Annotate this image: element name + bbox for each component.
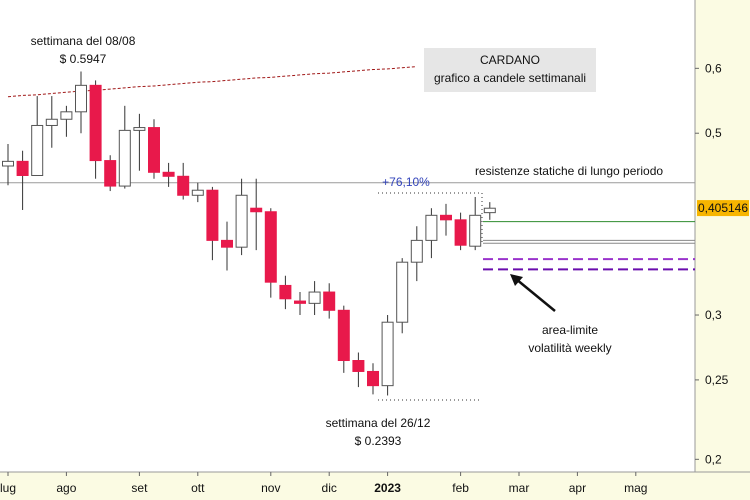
candle-body <box>191 189 204 196</box>
candle-body <box>148 127 160 173</box>
annotation: settimana del 08/08 <box>31 34 136 48</box>
y-tick-label: 0,25 <box>705 373 729 387</box>
candle-body <box>2 160 14 167</box>
annotation: $ 0.2393 <box>355 434 402 448</box>
x-tick-label: nov <box>261 481 280 495</box>
candle-body <box>469 214 482 247</box>
x-tick-label: mar <box>509 481 530 495</box>
candle-body <box>483 207 496 214</box>
candle-body <box>206 189 219 241</box>
annotation: +76,10% <box>382 175 430 189</box>
candle-body <box>264 211 277 283</box>
x-tick-label: lug <box>0 481 16 495</box>
candle-body <box>308 291 321 304</box>
price-tag <box>697 200 749 217</box>
candle-body <box>410 239 423 263</box>
moving-average <box>7 66 417 98</box>
legend-box <box>424 48 596 92</box>
candle-body <box>104 160 117 187</box>
candle-body <box>60 111 73 120</box>
y-tick-label: 0,3 <box>705 308 722 322</box>
x-tick-label: apr <box>569 481 586 495</box>
annotation: settimana del 26/12 <box>326 416 431 430</box>
x-tick-label: ott <box>191 481 205 495</box>
candle-body <box>352 360 365 372</box>
x-tick-label: feb <box>452 481 469 495</box>
x-tick-label: ago <box>56 481 76 495</box>
candle-body <box>454 219 467 246</box>
candle-body <box>162 171 175 177</box>
candle-body <box>177 175 190 196</box>
price-tag-label: 0,405146 <box>698 201 748 215</box>
candle-body <box>440 214 452 221</box>
candle-body <box>16 160 29 176</box>
annotation: volatilità weekly <box>528 341 611 355</box>
annotation: resistenze statiche di lungo periodo <box>475 164 663 178</box>
candle-body <box>294 300 306 304</box>
candle-body <box>279 284 292 300</box>
candle-body <box>133 127 146 131</box>
legend-subtitle: grafico a candele settimanali <box>434 71 586 85</box>
candle-body <box>337 309 350 362</box>
candle-body <box>31 124 44 176</box>
plot-layer <box>0 66 695 396</box>
candle-body <box>425 214 438 241</box>
annotation: area-limite <box>542 323 598 337</box>
candle-body <box>118 129 131 187</box>
candle-body <box>75 84 87 113</box>
candle-body <box>235 194 248 248</box>
x-tick-label: 2023 <box>374 481 401 495</box>
candle-body <box>381 321 394 387</box>
candle-body <box>89 84 102 162</box>
candle-body <box>323 291 336 311</box>
y-tick-label: 0,2 <box>705 452 722 466</box>
legend-title: CARDANO <box>480 53 540 67</box>
arrow <box>515 278 556 312</box>
candle-body <box>250 207 263 213</box>
candle-body <box>45 118 58 126</box>
x-tick-label: set <box>131 481 148 495</box>
candle-body <box>367 370 379 387</box>
x-tick-label: dic <box>322 481 337 495</box>
arrow-head <box>510 274 523 286</box>
candle-body <box>221 239 233 248</box>
candle-body <box>396 261 409 323</box>
y-tick-label: 0,6 <box>705 61 722 75</box>
y-tick-label: 0,5 <box>705 126 722 140</box>
annotation: $ 0.5947 <box>60 52 107 66</box>
x-tick-label: mag <box>624 481 647 495</box>
